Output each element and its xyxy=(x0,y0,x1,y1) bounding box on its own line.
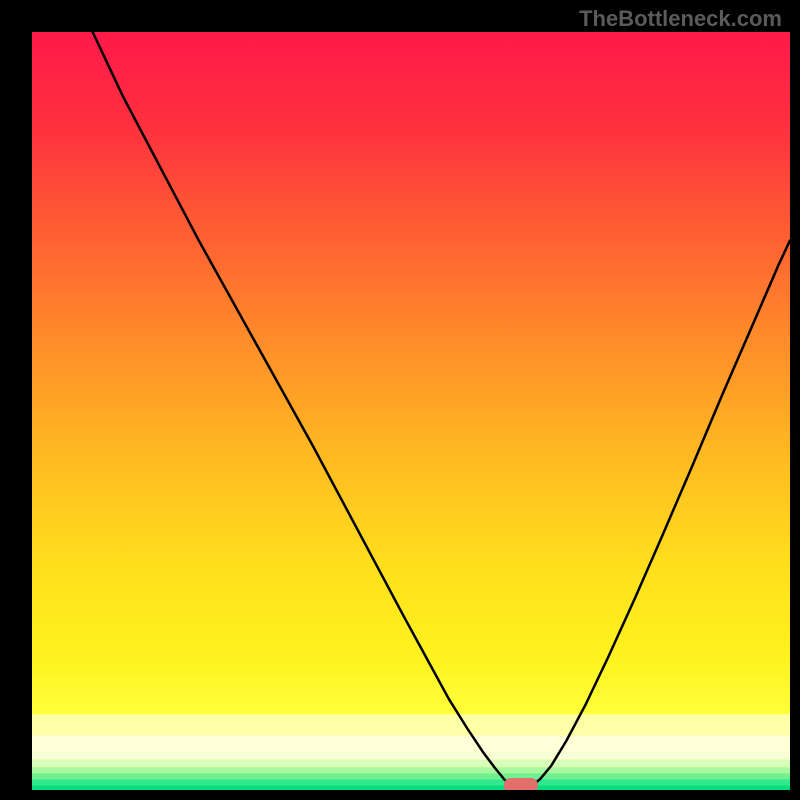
frame-right xyxy=(790,0,800,800)
chart-plot-area xyxy=(32,32,790,790)
optimal-marker xyxy=(32,32,790,790)
watermark-text: TheBottleneck.com xyxy=(579,6,782,32)
frame-bottom xyxy=(0,790,800,800)
frame-left xyxy=(0,0,32,800)
